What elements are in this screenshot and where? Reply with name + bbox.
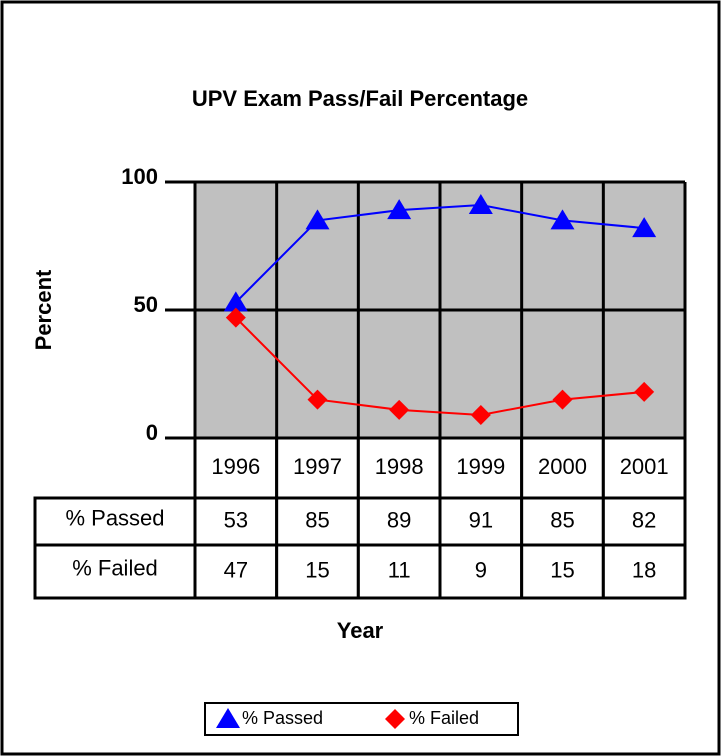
y-tick-label: 100 xyxy=(121,164,158,189)
table-value: 18 xyxy=(632,557,656,582)
x-axis-label: Year xyxy=(337,618,384,643)
table-cell xyxy=(601,543,687,600)
y-tick-label: 50 xyxy=(134,292,158,317)
table-value: 85 xyxy=(305,507,329,532)
diamond-marker xyxy=(552,389,573,410)
category-cell xyxy=(438,436,524,500)
y-axis-label: Percent xyxy=(31,269,56,350)
table-cell xyxy=(356,543,442,600)
table-row-label: % Failed xyxy=(72,555,158,580)
triangle-marker xyxy=(216,708,240,728)
table-cell xyxy=(193,543,279,600)
diamond-marker xyxy=(225,307,246,328)
triangle-marker xyxy=(387,199,412,220)
diamond-marker xyxy=(307,389,328,410)
table-cell xyxy=(520,496,605,547)
table-row-label: % Passed xyxy=(65,505,164,530)
legend-box xyxy=(204,702,519,736)
x-tick-label: 1999 xyxy=(456,454,505,479)
x-tick-label: 1997 xyxy=(293,454,342,479)
category-cell xyxy=(275,436,360,500)
diamond-marker xyxy=(470,404,491,425)
triangle-marker xyxy=(468,194,493,215)
series-line xyxy=(235,316,645,416)
table-cell xyxy=(275,543,360,600)
series-line xyxy=(235,204,645,304)
diamond-marker xyxy=(389,399,410,420)
table-value: 89 xyxy=(387,507,411,532)
x-tick-label: 1996 xyxy=(211,454,260,479)
table-value: 15 xyxy=(550,557,574,582)
table-value: 9 xyxy=(475,557,487,582)
table-value: 85 xyxy=(550,507,574,532)
triangle-marker xyxy=(305,209,330,230)
table-cell xyxy=(601,496,687,547)
category-cell xyxy=(601,436,687,500)
y-tick-label: 0 xyxy=(146,420,158,445)
triangle-marker xyxy=(550,209,575,230)
triangle-marker xyxy=(223,291,248,312)
x-tick-label: 2001 xyxy=(620,454,669,479)
table-value: 82 xyxy=(632,507,656,532)
diamond-marker xyxy=(385,709,405,729)
table-cell xyxy=(520,543,605,600)
legend-label: % Passed xyxy=(242,708,323,728)
table-value: 11 xyxy=(388,557,411,582)
x-tick-label: 1998 xyxy=(375,454,424,479)
table-value: 91 xyxy=(469,507,493,532)
table-value: 53 xyxy=(224,507,248,532)
legend-label: % Failed xyxy=(409,708,479,728)
chart-title: UPV Exam Pass/Fail Percentage xyxy=(192,86,528,111)
diamond-marker xyxy=(634,381,655,402)
table-value: 15 xyxy=(305,557,329,582)
triangle-marker xyxy=(632,217,657,238)
x-tick-label: 2000 xyxy=(538,454,587,479)
table-value: 47 xyxy=(224,557,248,582)
